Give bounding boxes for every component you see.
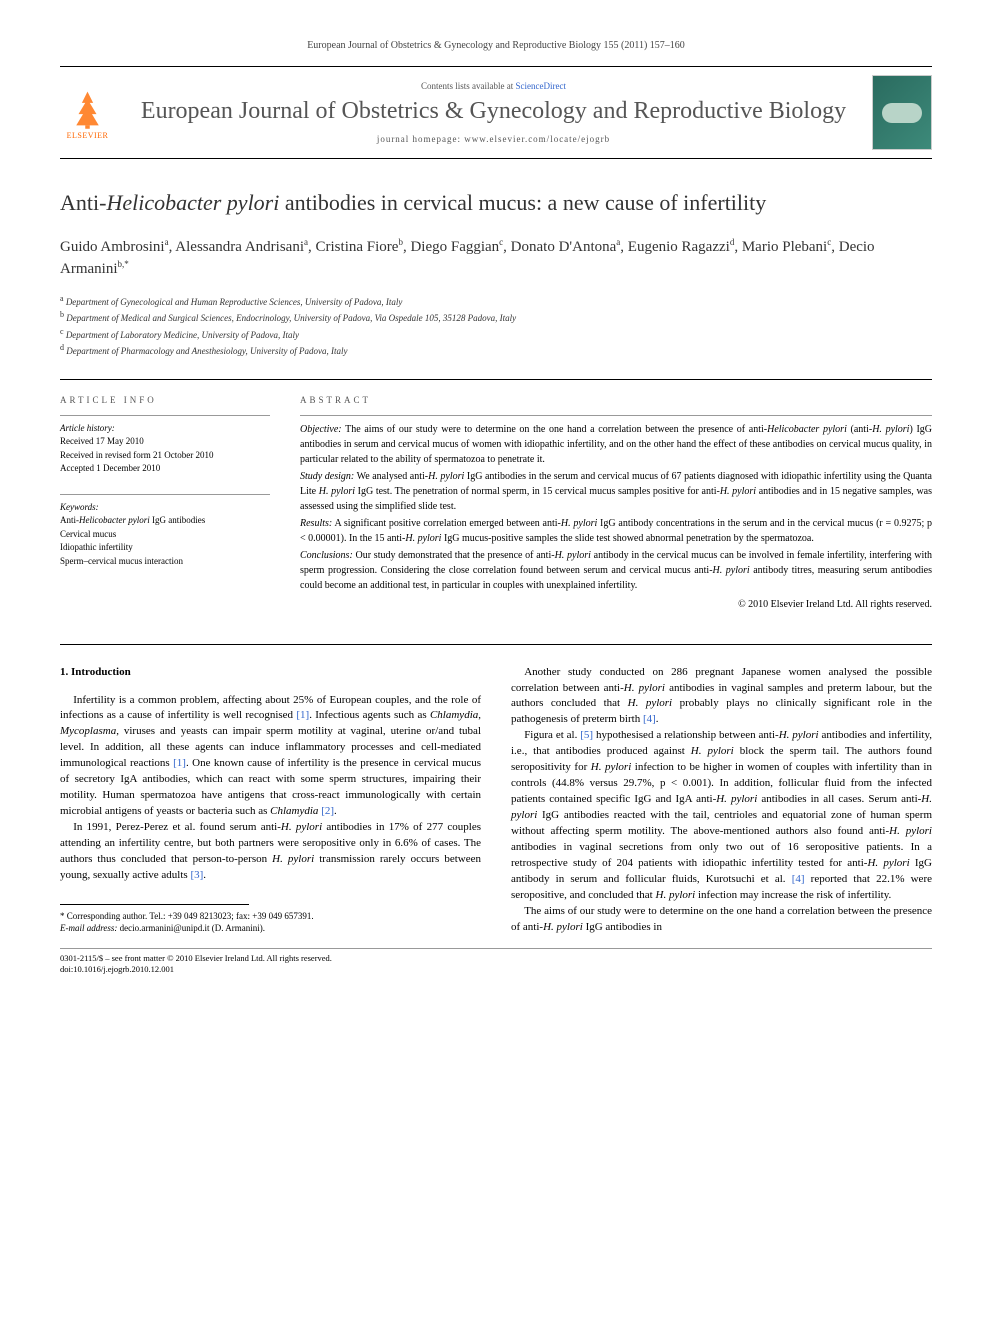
email-name: (D. Armanini). [212,923,265,933]
article-history: Article history: Received 17 May 2010 Re… [60,415,270,476]
author: Eugenio Ragazzid [628,239,735,255]
author: Cristina Fioreb [316,239,403,255]
citation-ref[interactable]: [2] [321,805,334,817]
author: Alessandra Andrisania [175,239,308,255]
history-label: Article history: [60,422,270,436]
info-abstract-row: ARTICLE INFO Article history: Received 1… [60,379,932,614]
elsevier-logo: ELSEVIER [60,83,115,143]
body-columns: 1. Introduction Infertility is a common … [60,644,932,936]
elsevier-tree-icon [65,86,110,131]
intro-p3: Another study conducted on 286 pregnant … [511,665,932,729]
email-address[interactable]: decio.armanini@unipd.it [120,923,210,933]
author: Diego Faggianc [410,239,503,255]
history-accepted: Accepted 1 December 2010 [60,462,270,476]
intro-heading: 1. Introduction [60,665,481,681]
keyword: Anti-Helicobacter pylori IgG antibodies [60,514,270,528]
abstract-objective: The aims of our study were to determine … [300,424,932,465]
intro-p1: Infertility is a common problem, affecti… [60,693,481,821]
affiliations: a Department of Gynecological and Human … [60,293,932,359]
article-info: ARTICLE INFO Article history: Received 1… [60,395,270,614]
citation-ref[interactable]: [4] [643,713,656,725]
intro-p5: The aims of our study were to determine … [511,904,932,936]
corresponding-author: * Corresponding author. Tel.: +39 049 82… [60,910,481,923]
citation-ref[interactable]: [3] [190,869,203,881]
keywords-block: Keywords: Anti-Helicobacter pylori IgG a… [60,494,270,569]
footnote-separator [60,904,249,905]
keywords-label: Keywords: [60,501,270,515]
journal-name: European Journal of Obstetrics & Gynecol… [130,97,857,126]
abstract: ABSTRACT Objective: The aims of our stud… [300,395,932,614]
email-label: E-mail address: [60,923,117,933]
authors-list: Guido Ambrosinia, Alessandra Andrisania,… [60,236,932,281]
history-received: Received 17 May 2010 [60,435,270,449]
header-citation: European Journal of Obstetrics & Gynecol… [307,40,685,51]
affiliation: a Department of Gynecological and Human … [60,293,932,310]
bottom-line: 0301-2115/$ – see front matter © 2010 El… [60,948,932,977]
footnotes: * Corresponding author. Tel.: +39 049 82… [60,910,481,935]
abstract-body: Objective: The aims of our study were to… [300,415,932,612]
citation-ref[interactable]: [5] [580,729,593,741]
masthead: ELSEVIER Contents lists available at Sci… [60,66,932,159]
article-info-header: ARTICLE INFO [60,395,270,405]
intro-p4: Figura et al. [5] hypothesised a relatio… [511,728,932,903]
contents-line: Contents lists available at ScienceDirec… [130,81,857,91]
bottom-left: 0301-2115/$ – see front matter © 2010 El… [60,953,332,977]
author: Donato D'Antonaa [511,239,621,255]
keyword: Cervical mucus [60,528,270,542]
history-revised: Received in revised form 21 October 2010 [60,449,270,463]
author: Mario Plebanic [742,239,831,255]
author: Guido Ambrosinia [60,239,169,255]
citation-ref[interactable]: [4] [792,873,805,885]
affiliation: c Department of Laboratory Medicine, Uni… [60,326,932,343]
article-title: Anti-Helicobacter pylori antibodies in c… [60,189,932,218]
sciencedirect-link[interactable]: ScienceDirect [516,81,566,91]
citation-ref[interactable]: [1] [173,757,186,769]
abstract-header: ABSTRACT [300,395,932,405]
abstract-copyright: © 2010 Elsevier Ireland Ltd. All rights … [300,597,932,612]
abstract-conclusions: Our study demonstrated that the presence… [300,550,932,591]
column-left: 1. Introduction Infertility is a common … [60,665,481,936]
page-header: European Journal of Obstetrics & Gynecol… [60,40,932,51]
keyword: Sperm–cervical mucus interaction [60,555,270,569]
keyword: Idiopathic infertility [60,541,270,555]
citation-ref[interactable]: [1] [296,709,309,721]
intro-p2: In 1991, Perez-Perez et al. found serum … [60,820,481,884]
homepage-line: journal homepage: www.elsevier.com/locat… [130,134,857,144]
abstract-results: A significant positive correlation emerg… [300,518,932,544]
journal-cover-icon [872,75,932,150]
masthead-center: Contents lists available at ScienceDirec… [130,81,857,144]
column-right: Another study conducted on 286 pregnant … [511,665,932,936]
affiliation: d Department of Pharmacology and Anesthe… [60,342,932,359]
abstract-design: We analysed anti-H. pylori IgG antibodie… [300,471,932,512]
affiliation: b Department of Medical and Surgical Sci… [60,309,932,326]
elsevier-text: ELSEVIER [67,131,109,140]
